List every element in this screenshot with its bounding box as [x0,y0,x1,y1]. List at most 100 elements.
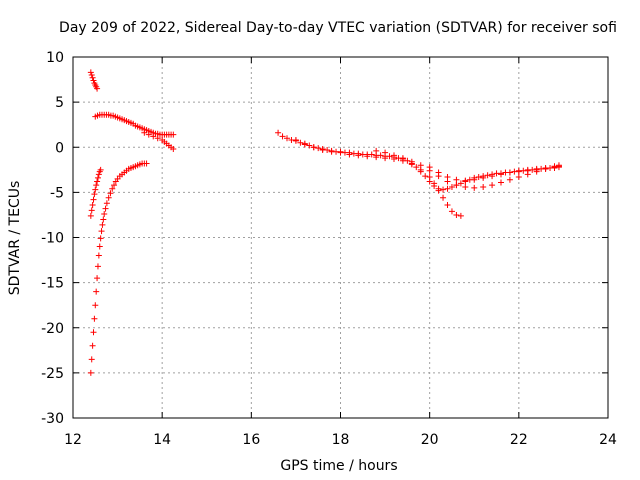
data-point [480,174,487,181]
data-point [89,202,96,209]
data-point [346,151,353,158]
data-point [457,212,464,219]
data-point [88,356,95,363]
data-point [93,182,100,189]
y-tick-label: -10 [41,231,64,247]
data-point [551,164,558,171]
data-point [87,69,94,76]
y-tick-label: 5 [55,95,64,111]
data-point [95,252,102,259]
data-point [150,133,157,140]
data-point [89,74,96,81]
data-point [448,208,455,215]
data-point [426,164,433,171]
data-point [275,129,282,136]
data-point [435,187,442,194]
data-point [489,182,496,189]
data-point [399,155,406,162]
data-point [448,183,455,190]
data-point [94,174,101,181]
data-point [310,144,317,151]
data-point [555,163,562,170]
data-point [391,152,397,159]
data-point [301,140,308,147]
x-tick-label: 16 [242,432,260,448]
y-tick-label: -5 [50,185,64,201]
x-tick-label: 14 [153,432,171,448]
data-point [471,176,478,183]
data-point [373,147,380,154]
y-axis-label: SDTVAR / TECUs [7,181,23,296]
data-point [382,149,389,156]
data-point [471,184,478,191]
data-point [94,85,101,92]
data-point [440,194,447,201]
data-point [444,202,451,209]
data-point [99,221,106,228]
data-point [413,164,420,171]
data-point [107,190,114,197]
data-point [97,235,104,242]
data-point [444,185,451,192]
x-tick-label: 12 [64,432,82,448]
series-short-branch [87,166,104,219]
data-point [364,153,371,160]
data-point [306,142,313,149]
data-point [101,211,108,218]
data-point [355,152,362,159]
data-point [431,180,438,187]
data-point [88,72,95,79]
data-point [462,183,469,190]
grid-layer [73,57,608,418]
data-point [368,151,375,158]
data-marks [87,69,562,376]
data-point [87,369,94,376]
data-point [386,153,393,160]
data-point [377,152,384,159]
x-axis-label: GPS time / hours [280,458,397,474]
data-point [515,174,522,181]
data-point [141,129,148,136]
data-point [90,329,97,336]
y-tick-label: -25 [41,366,64,382]
data-point [92,302,99,309]
data-point [489,173,496,180]
data-point [145,131,152,138]
data-point [111,182,118,189]
data-point [297,139,304,146]
data-point [292,137,299,144]
data-point [453,182,460,189]
x-tick-label: 18 [332,432,350,448]
data-point [524,166,531,173]
data-point [90,196,97,203]
data-point [170,131,177,138]
y-tick-label: -20 [41,321,64,337]
data-point [426,174,433,181]
data-point [315,145,322,152]
data-point [102,205,109,212]
data-point [462,177,469,184]
data-point [484,172,491,179]
series-early-high [87,69,101,92]
data-point [100,216,107,223]
data-point [480,183,487,190]
data-point [93,288,100,295]
data-point [453,176,460,183]
data-point [143,160,150,167]
data-point [170,146,177,153]
data-point [97,166,104,173]
data-point [408,158,415,165]
data-point [506,176,513,183]
series-afternoon-b [292,137,464,219]
x-tick-label: 24 [599,432,617,448]
data-point [279,133,286,140]
data-point [109,185,116,192]
chart-title: Day 209 of 2022, Sidereal Day-to-day VTE… [59,20,617,36]
data-point [95,171,102,178]
data-point [533,165,540,172]
data-point [453,211,460,218]
data-point [92,186,99,193]
data-point [103,200,110,207]
x-tick-label: 22 [510,432,528,448]
